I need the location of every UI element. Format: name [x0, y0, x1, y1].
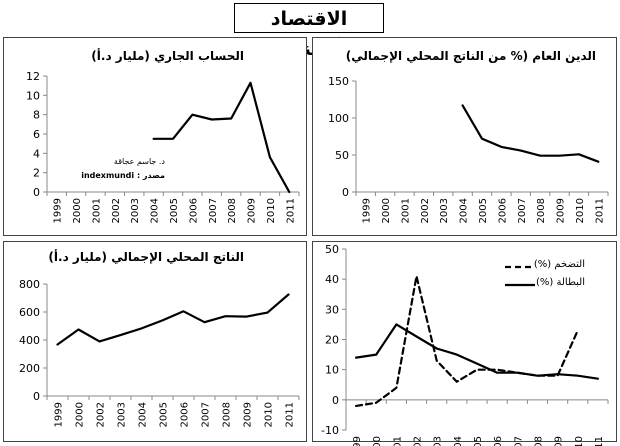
x-tick-label: 2011	[594, 198, 605, 223]
x-tick-label: 2009	[247, 198, 258, 223]
y-tick-label: 50	[335, 149, 349, 162]
y-tick-label: 0	[33, 390, 40, 403]
page-title: الاقتصاد الأرجنتيني	[234, 3, 384, 60]
x-tick-label: 2004	[150, 198, 161, 223]
gdp-chart-panel: الناتج المحلي الإجمالي (مليار د.أ) 0 200 4…	[3, 241, 307, 442]
x-tick-label: 2003	[439, 198, 450, 223]
x-tick-label: 2008	[222, 402, 233, 427]
x-tick-label: 2007	[513, 436, 524, 446]
x-tick-label: 2011	[285, 402, 296, 427]
legend-inflation-label: التضخم (%)	[533, 259, 585, 270]
series-line-gdp	[56, 293, 290, 346]
x-tick-label: 2011	[285, 198, 296, 223]
x-tick-label: 2002	[420, 198, 431, 223]
x-tick-label: 2004	[459, 198, 470, 223]
x-tick-label: 2004	[453, 436, 464, 446]
y-tick-label: 2	[33, 167, 40, 180]
x-tick-label: 1999	[352, 436, 363, 446]
x-tick-label: 2006	[188, 198, 199, 223]
series-line-unemployment	[354, 323, 599, 380]
y-tick-label: 8	[33, 109, 40, 122]
y-tick-label: 0	[33, 186, 40, 199]
x-tick-label: 1999	[362, 198, 373, 223]
y-tick-label: 20	[325, 334, 339, 347]
x-tick-label: 2001	[392, 436, 403, 446]
x-tick-label: 2007	[208, 198, 219, 223]
x-tick-label: 2009	[243, 402, 254, 427]
x-tick-label: 2006	[497, 198, 508, 223]
y-tick-label: 150	[328, 75, 349, 88]
x-tick-label: 2009	[556, 198, 567, 223]
y-tick-label: -10	[321, 424, 339, 437]
x-tick-label: 2008	[536, 198, 547, 223]
x-tick-label: 1999	[53, 198, 64, 223]
x-tick-label: 2000	[381, 198, 392, 223]
x-tick-label: 2000	[372, 436, 383, 446]
x-tick-label: 2004	[138, 402, 149, 427]
legend-unemployment-label: البطالة (%)	[536, 277, 585, 288]
y-tick-label: 600	[19, 306, 40, 319]
public-debt-chart-title: الدين العام (% من الناتج المحلي الإجمالي…	[345, 49, 596, 63]
x-tick-label: 2001	[400, 198, 411, 223]
y-tick-label: 800	[19, 278, 40, 291]
x-tick-label: 2010	[266, 198, 277, 223]
x-tick-label: 2006	[493, 436, 504, 446]
y-tick-label: 4	[33, 147, 40, 160]
y-tick-label: 40	[325, 273, 339, 286]
x-tick-label: 2005	[473, 436, 484, 446]
y-tick-label: 200	[19, 362, 40, 375]
x-tick-label: 1999	[54, 402, 65, 427]
inflation-unemployment-chart: -10 0 10 20 30 40 50 1999 2000 2001 2002 2003 2004 20…	[321, 243, 609, 446]
x-tick-label: 2010	[264, 402, 275, 427]
x-tick-label: 2006	[180, 402, 191, 427]
x-tick-label: 2007	[517, 198, 528, 223]
x-tick-label: 2000	[72, 198, 83, 223]
x-tick-label: 2005	[478, 198, 489, 223]
y-tick-label: 10	[325, 364, 339, 377]
gdp-chart: 0 200 400 600 800 1999 2000 2002 2003 2004 2005 200…	[19, 278, 300, 427]
x-tick-label: 2010	[574, 436, 585, 446]
source-credit: مصدر : indexmundi	[81, 171, 165, 180]
x-tick-label: 2010	[575, 198, 586, 223]
x-tick-label: 2001	[91, 198, 102, 223]
inflation-unemployment-chart-panel: التضخم (%) البطالة (%) -10 0 10 20 30 40 50 199…	[312, 241, 617, 446]
y-tick-label: 30	[325, 303, 339, 316]
gdp-chart-title: الناتج المحلي الإجمالي (مليار د.أ)	[48, 250, 244, 264]
x-tick-label: 2005	[169, 198, 180, 223]
current-account-chart-panel: الحساب الجاري (مليار د.أ) د. جاسم عجاقة …	[3, 37, 307, 236]
y-tick-label: 0	[332, 394, 339, 407]
author-credit: د. جاسم عجاقة	[113, 157, 165, 166]
x-tick-label: 2002	[111, 198, 122, 223]
y-tick-label: 10	[26, 89, 40, 102]
y-tick-label: 400	[19, 334, 40, 347]
x-tick-label: 2011	[594, 436, 605, 446]
x-tick-label: 2002	[413, 436, 424, 446]
current-account-chart: 0 2 4 6 8 10 12 1999 2000 2001 2002 2003 2004 2005 200…	[26, 70, 300, 223]
y-tick-label: 12	[26, 70, 40, 83]
x-tick-label: 2002	[96, 402, 107, 427]
series-line-current_account	[152, 81, 291, 194]
public-debt-chart-panel: الدين العام (% من الناتج المحلي الإجمالي…	[312, 37, 617, 236]
x-tick-label: 2007	[201, 402, 212, 427]
x-tick-label: 2008	[533, 436, 544, 446]
y-tick-label: 100	[328, 112, 349, 125]
public-debt-chart: 0 50 100 150 1999 2000 2001 2002 2003 2004 2005 200…	[328, 75, 609, 223]
y-tick-label: 50	[325, 243, 339, 256]
x-tick-label: 2005	[159, 402, 170, 427]
x-tick-label: 2003	[117, 402, 128, 427]
x-tick-label: 2003	[433, 436, 444, 446]
x-tick-label: 2003	[130, 198, 141, 223]
current-account-chart-title: الحساب الجاري (مليار د.أ)	[91, 49, 244, 63]
y-tick-label: 0	[342, 186, 349, 199]
y-tick-label: 6	[33, 128, 40, 141]
x-tick-label: 2000	[75, 402, 86, 427]
x-tick-label: 2008	[227, 198, 238, 223]
x-tick-label: 2009	[554, 436, 565, 446]
series-line-inflation	[354, 275, 579, 407]
series-line-public_debt	[461, 104, 600, 163]
